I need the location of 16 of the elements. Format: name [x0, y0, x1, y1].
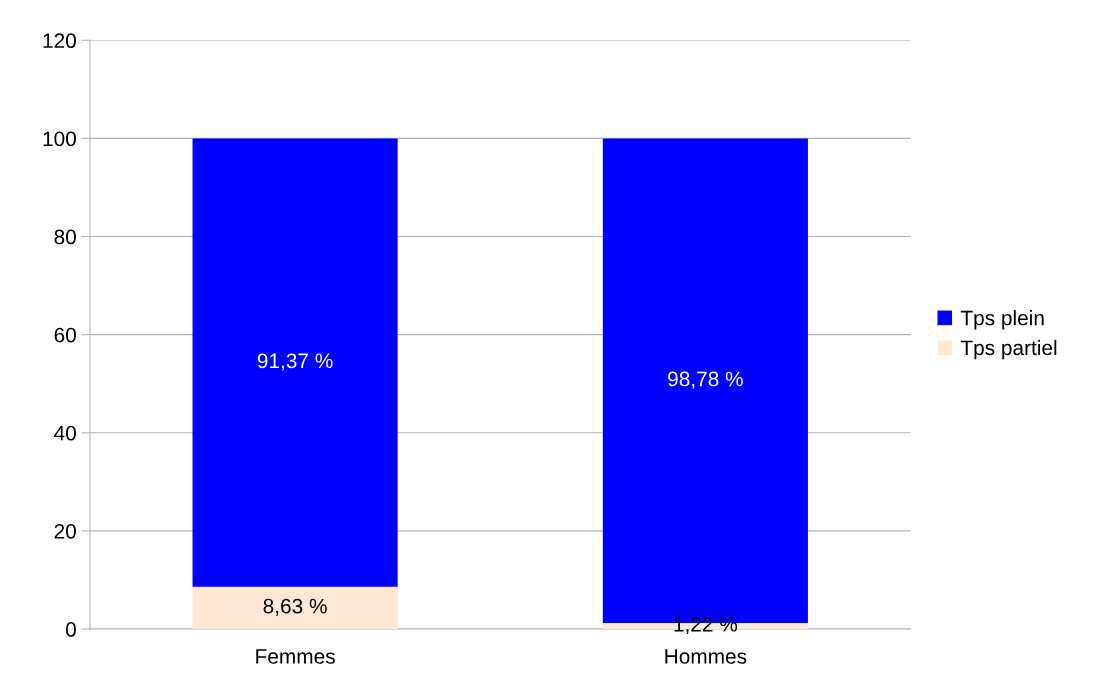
- y-tick-label: 80: [54, 229, 76, 245]
- bar: [192, 138, 398, 587]
- y-tick-label: 60: [54, 327, 76, 343]
- x-tick-label: Hommes: [665, 649, 747, 664]
- y-tick-label: 120: [43, 33, 76, 49]
- y-tick-label: 0: [65, 622, 76, 637]
- y-tick-label: 40: [54, 425, 76, 441]
- legend-label: Tps partiel: [960, 339, 1057, 360]
- y-tick-label: 100: [43, 131, 76, 147]
- y-tick-label: 20: [54, 523, 76, 539]
- legend-label: Tps plein: [960, 310, 1044, 330]
- data-label: 8,63 %: [263, 598, 327, 616]
- bar: [192, 586, 398, 630]
- data-label: 91,37 %: [257, 353, 333, 371]
- x-tick-label: Femmes: [256, 649, 335, 664]
- data-label: 98,78 %: [668, 371, 743, 389]
